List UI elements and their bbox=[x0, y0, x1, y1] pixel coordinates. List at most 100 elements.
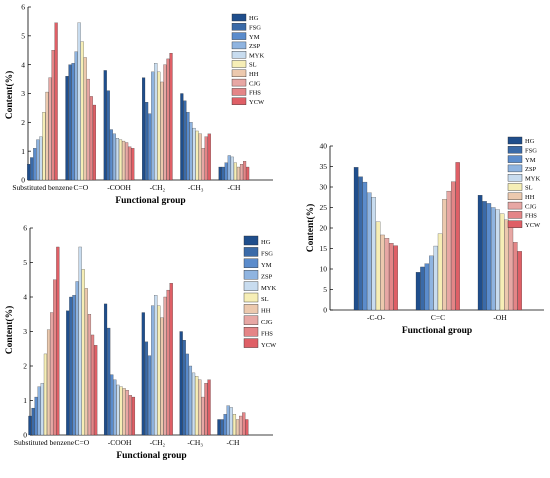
x-tick-label: -CH bbox=[228, 183, 242, 192]
bar-fsg bbox=[69, 296, 73, 436]
legend-swatch-hh bbox=[243, 304, 259, 314]
legend-label-sl: SL bbox=[249, 62, 257, 69]
bar-hh bbox=[198, 379, 202, 436]
bar-ym bbox=[185, 353, 189, 436]
y-axis-title: Content(%) bbox=[305, 204, 316, 253]
bar-ym bbox=[110, 374, 114, 436]
legend-label-myk: MYK bbox=[525, 175, 540, 182]
bar-cjg bbox=[446, 190, 452, 311]
bar-zsp bbox=[188, 365, 193, 436]
bar-ym bbox=[424, 263, 430, 311]
bar-fhs bbox=[166, 58, 170, 181]
bar-myk bbox=[154, 295, 158, 436]
bar-hh bbox=[235, 419, 240, 436]
bar-fhs bbox=[89, 96, 93, 181]
bar-sl bbox=[80, 41, 84, 181]
bar-myk bbox=[433, 245, 438, 311]
bar-cjg bbox=[87, 314, 92, 436]
bar-ym bbox=[486, 203, 492, 311]
bar-myk bbox=[495, 209, 500, 311]
bar-ycw bbox=[517, 251, 522, 311]
bar-hh bbox=[236, 166, 241, 181]
bar-cjg bbox=[163, 296, 167, 436]
bar-myk bbox=[115, 138, 120, 181]
x-axis-title: Functional group bbox=[115, 196, 185, 206]
bar-sl bbox=[232, 414, 237, 436]
legend-swatch-hg bbox=[507, 136, 523, 145]
x-axis-title: Functional group bbox=[402, 326, 472, 336]
legend-swatch-fsg bbox=[507, 146, 523, 154]
x-tick-label: -CH bbox=[227, 438, 241, 447]
legend-swatch-myk bbox=[243, 281, 259, 291]
bar-cjg bbox=[239, 415, 243, 436]
legend-label-zsp: ZSP bbox=[249, 43, 261, 50]
bar-fhs bbox=[389, 243, 394, 311]
legend-label-cjg: CJG bbox=[261, 319, 273, 326]
legend-label-sl: SL bbox=[261, 296, 269, 303]
bar-ym bbox=[223, 414, 227, 436]
bar-myk bbox=[77, 22, 81, 181]
bar-sl bbox=[119, 386, 123, 436]
legend-swatch-cjg bbox=[231, 78, 247, 87]
bar-hg bbox=[142, 77, 146, 181]
bar-fsg bbox=[68, 64, 72, 181]
bar-fsg bbox=[144, 341, 149, 436]
legend-swatch-cjg bbox=[243, 315, 259, 325]
bar-myk bbox=[116, 384, 120, 436]
bar-ycw bbox=[94, 345, 98, 436]
bar-sl bbox=[375, 221, 381, 311]
bar-ycw bbox=[207, 379, 211, 436]
bar-fhs bbox=[204, 383, 208, 436]
bar-cjg bbox=[508, 224, 514, 311]
bar-sl bbox=[195, 130, 199, 181]
legend: HG FSG YM ZSP MYK SL HH CJG FHS YCW bbox=[507, 136, 541, 229]
legend-swatch-ym bbox=[231, 32, 247, 40]
bar-hh bbox=[442, 199, 447, 311]
bar-hh bbox=[45, 91, 49, 181]
bar-ycw bbox=[207, 133, 211, 181]
bar-hg bbox=[28, 415, 32, 436]
bar-sl bbox=[157, 305, 161, 436]
bar-myk bbox=[154, 63, 158, 181]
bar-ym bbox=[147, 355, 152, 436]
bar-myk bbox=[78, 246, 82, 436]
bar-myk bbox=[371, 197, 376, 311]
legend-label-fsg: FSG bbox=[249, 25, 261, 32]
bar-ycw bbox=[169, 53, 173, 181]
legend-swatch-myk bbox=[231, 51, 247, 59]
bar-fsg bbox=[358, 176, 363, 311]
bar-fsg bbox=[183, 100, 187, 181]
x-axis-title: Functional group bbox=[116, 451, 186, 461]
bar-zsp bbox=[226, 405, 230, 436]
bar-hh bbox=[198, 133, 202, 181]
bar-ycw bbox=[92, 104, 96, 181]
legend-swatch-ycw bbox=[231, 97, 247, 105]
x-tick-label: Substituted benzene bbox=[14, 438, 75, 447]
bar-sl bbox=[81, 269, 85, 436]
legend-label-hg: HG bbox=[249, 15, 259, 22]
bar-hh bbox=[160, 317, 164, 436]
legend-label-myk: MYK bbox=[261, 285, 276, 292]
bar-fhs bbox=[243, 161, 247, 181]
bar-hg bbox=[477, 195, 483, 311]
legend-label-ym: YM bbox=[249, 34, 260, 41]
legend-label-hh: HH bbox=[261, 308, 271, 315]
bar-ym bbox=[33, 148, 37, 181]
chart-bottom-left: 0 1 2 3 4 5 6 Substituted benzene C=O -COOH -CH₂ -C… bbox=[4, 224, 277, 461]
bar-zsp bbox=[227, 155, 231, 181]
x-tick-label: C=O bbox=[73, 183, 88, 192]
bar-hh bbox=[84, 288, 88, 436]
chart-top-left: 0 1 2 3 4 5 6 Substituted benzene C=O -COOH -CH₂ -C… bbox=[4, 3, 273, 206]
bar-sl bbox=[42, 112, 46, 181]
legend-label-hg: HG bbox=[261, 239, 271, 246]
bar-fhs bbox=[513, 242, 518, 311]
y-tick-label: 2 bbox=[23, 362, 27, 371]
bar-zsp bbox=[74, 51, 78, 181]
legend-swatch-sl bbox=[231, 60, 247, 68]
bar-cjg bbox=[125, 142, 129, 181]
x-tick-label: -CH₂ bbox=[150, 183, 166, 192]
bar-cjg bbox=[125, 390, 129, 436]
y-tick-label: 4 bbox=[23, 293, 27, 302]
y-tick-label: 6 bbox=[21, 3, 25, 12]
